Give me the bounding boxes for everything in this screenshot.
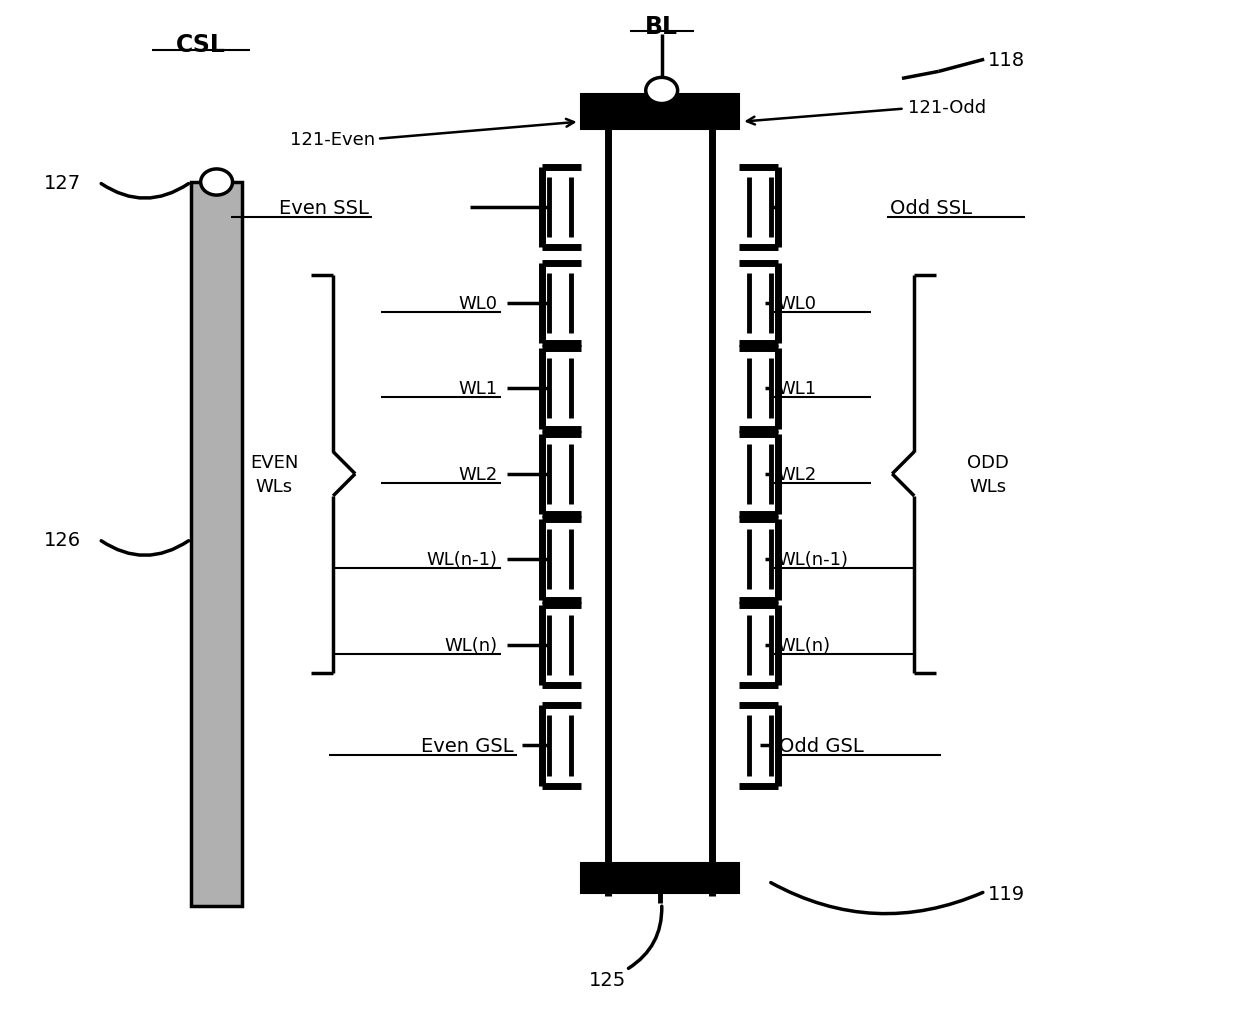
Text: 126: 126 [43,530,81,549]
Bar [191,182,242,907]
Text: ODD
WLs: ODD WLs [967,453,1009,495]
Text: WL0: WL0 [777,294,816,313]
Bar [580,96,739,129]
Text: WL(n): WL(n) [777,636,830,654]
Circle shape [646,78,677,104]
Text: Even GSL: Even GSL [420,736,513,755]
Text: 127: 127 [43,173,81,193]
Text: BL: BL [645,15,678,39]
Text: Even SSL: Even SSL [279,199,368,217]
Text: 125: 125 [589,970,626,989]
Text: WL(n-1): WL(n-1) [777,550,848,569]
Text: EVEN
WLs: EVEN WLs [250,453,299,495]
Text: Odd GSL: Odd GSL [780,736,864,755]
Text: WL(n-1): WL(n-1) [427,550,497,569]
Text: WL0: WL0 [459,294,497,313]
Text: 121-Even: 121-Even [290,130,374,149]
Text: Odd SSL: Odd SSL [890,199,972,217]
Text: WL2: WL2 [458,466,497,483]
Text: 118: 118 [988,51,1025,69]
Text: CSL: CSL [176,34,226,57]
Text: WL1: WL1 [459,380,497,397]
Text: WL(n): WL(n) [444,636,497,654]
Text: WL2: WL2 [777,466,816,483]
Text: 121-Odd: 121-Odd [908,99,986,116]
Text: WL1: WL1 [777,380,816,397]
Circle shape [201,170,233,196]
Text: 119: 119 [988,883,1025,903]
Bar [580,863,739,894]
